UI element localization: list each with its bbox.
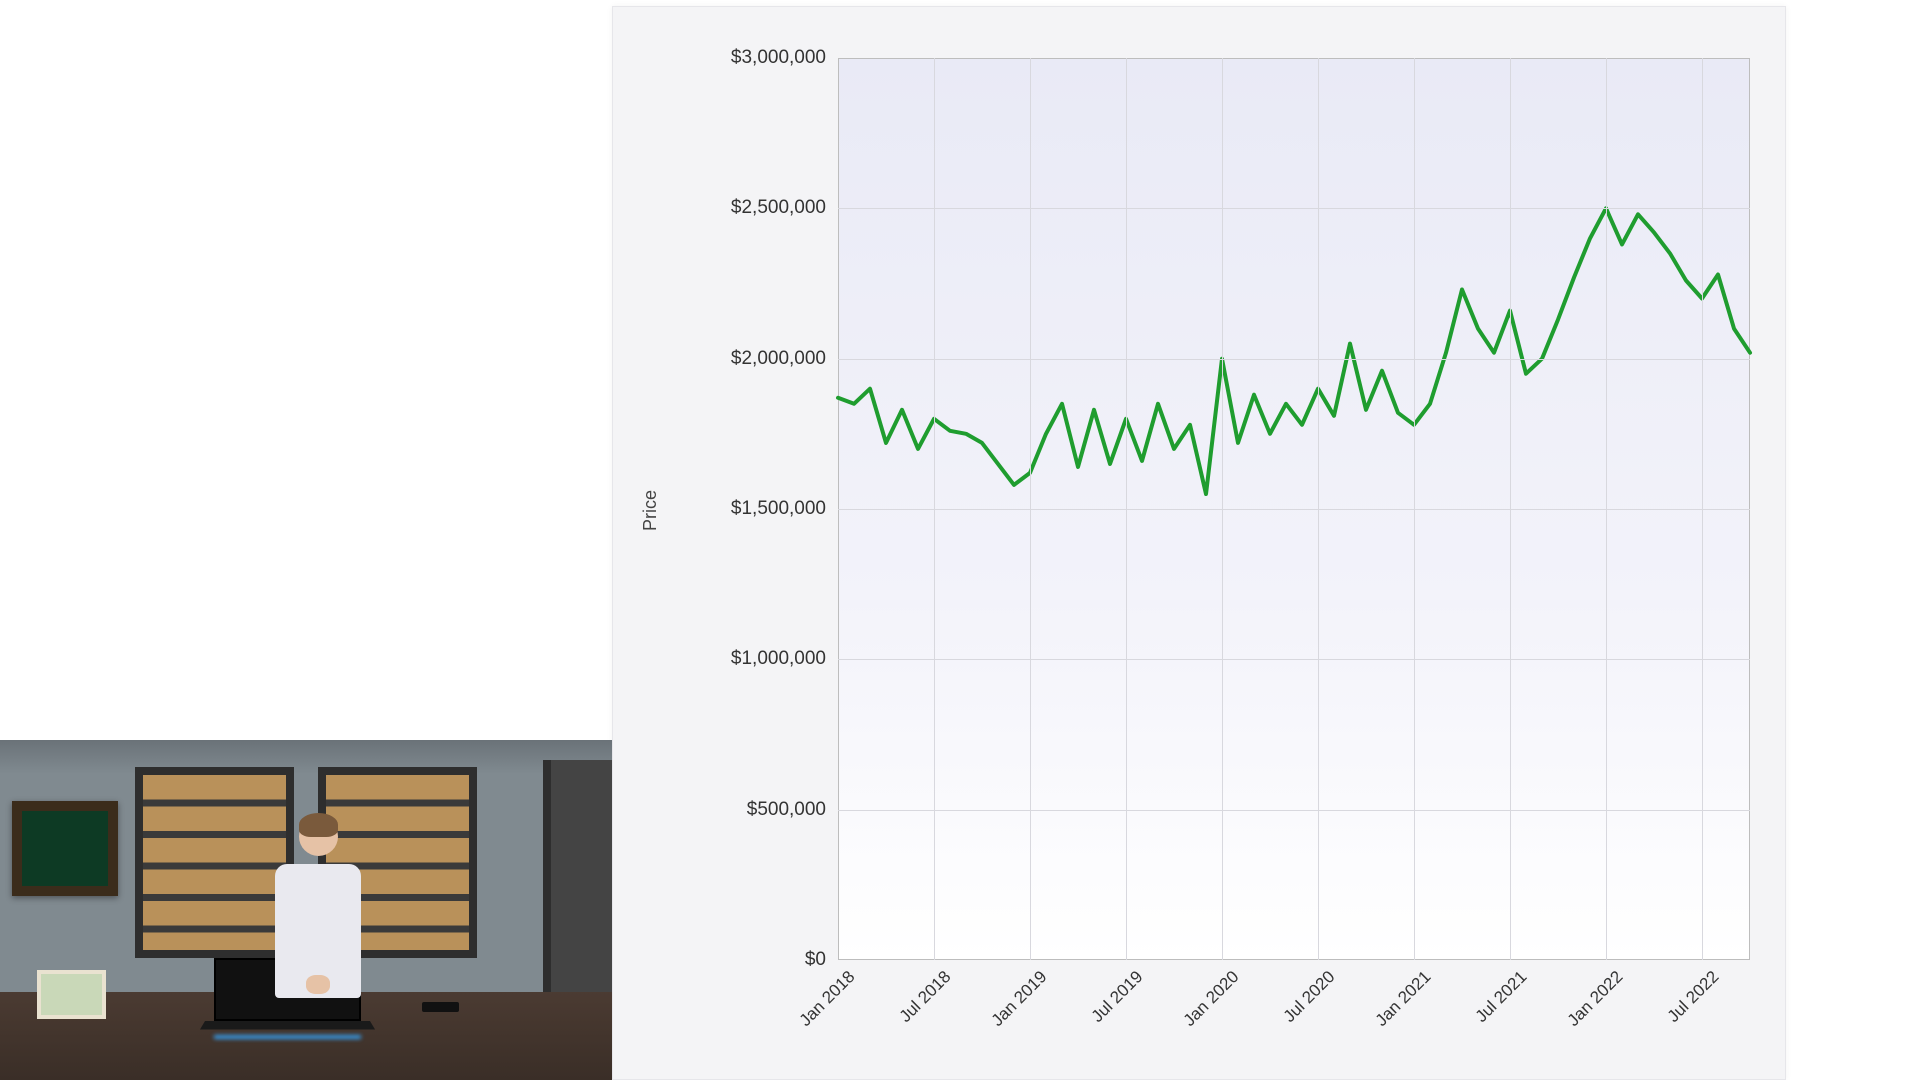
series-price (838, 208, 1750, 494)
gridline-vertical (1510, 58, 1511, 960)
plot-area: $0$500,000$1,000,000$1,500,000$2,000,000… (838, 58, 1750, 960)
gridline-vertical (1606, 58, 1607, 960)
gridline-vertical (1318, 58, 1319, 960)
gridline-horizontal (838, 208, 1750, 209)
gridline-horizontal (838, 810, 1750, 811)
gridline-vertical (1414, 58, 1415, 960)
presenter-video-thumbnail (0, 740, 612, 1080)
gridline-horizontal (838, 509, 1750, 510)
gridline-vertical (934, 58, 935, 960)
gridline-vertical (1222, 58, 1223, 960)
y-tick-label: $3,000,000 (731, 47, 838, 69)
gridline-vertical (1702, 58, 1703, 960)
gridline-vertical (1030, 58, 1031, 960)
y-tick-label: $1,000,000 (731, 648, 838, 670)
y-tick-label: $2,500,000 (731, 197, 838, 219)
y-axis-title: Price (640, 490, 661, 531)
y-tick-label: $1,500,000 (731, 498, 838, 520)
y-tick-label: $2,000,000 (731, 348, 838, 370)
gridline-horizontal (838, 359, 1750, 360)
gridline-vertical (1126, 58, 1127, 960)
gridline-horizontal (838, 659, 1750, 660)
y-tick-label: $500,000 (747, 799, 838, 821)
